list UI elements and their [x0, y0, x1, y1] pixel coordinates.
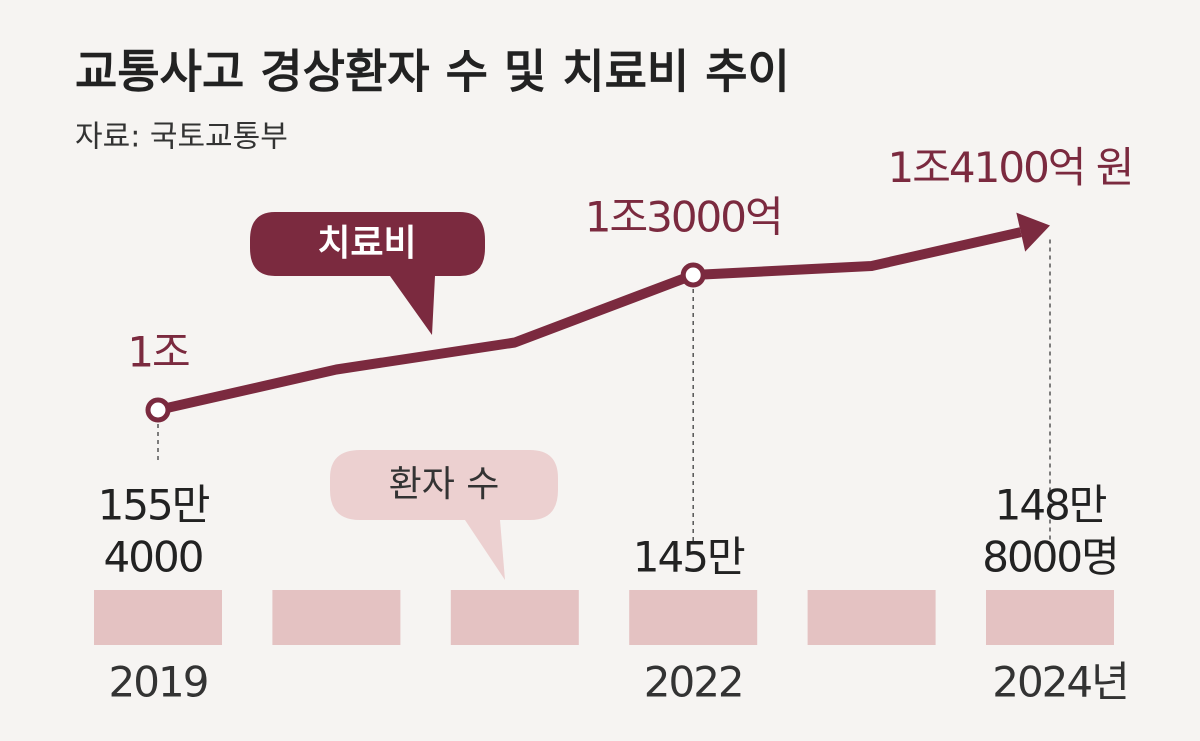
chart-title: 교통사고 경상환자 수 및 치료비 추이 [75, 45, 790, 99]
value-label: 4000 [104, 533, 203, 582]
arrow-head [1016, 212, 1050, 252]
bar-block [450, 590, 579, 645]
point-marker [680, 262, 706, 288]
value-label: 1조4100억 원 [888, 143, 1133, 192]
legend-label: 치료비 [317, 223, 416, 264]
bar [629, 590, 758, 645]
value-label: 148만 [995, 481, 1107, 530]
bar [986, 590, 1114, 645]
point-marker [145, 397, 171, 423]
value-label: 1조 [127, 328, 189, 377]
value-label: 145만 [633, 533, 745, 582]
value-label: 8000명 [982, 533, 1118, 582]
cost-callout [250, 212, 485, 335]
bar [94, 590, 222, 645]
x-tick-label: 2019 [109, 658, 208, 707]
value-label: 1조3000억 [585, 193, 782, 242]
x-tick-label: 2024년 [992, 658, 1128, 707]
source: 자료: 국토교통부 [75, 120, 288, 155]
legend-label: 환자 수 [389, 464, 500, 505]
bar-block [807, 590, 936, 645]
patients-callout [330, 450, 558, 580]
bar-block [272, 590, 401, 645]
x-tick-label: 2022 [644, 658, 743, 707]
value-label: 155만 [98, 481, 210, 530]
cost-line [156, 227, 1022, 415]
